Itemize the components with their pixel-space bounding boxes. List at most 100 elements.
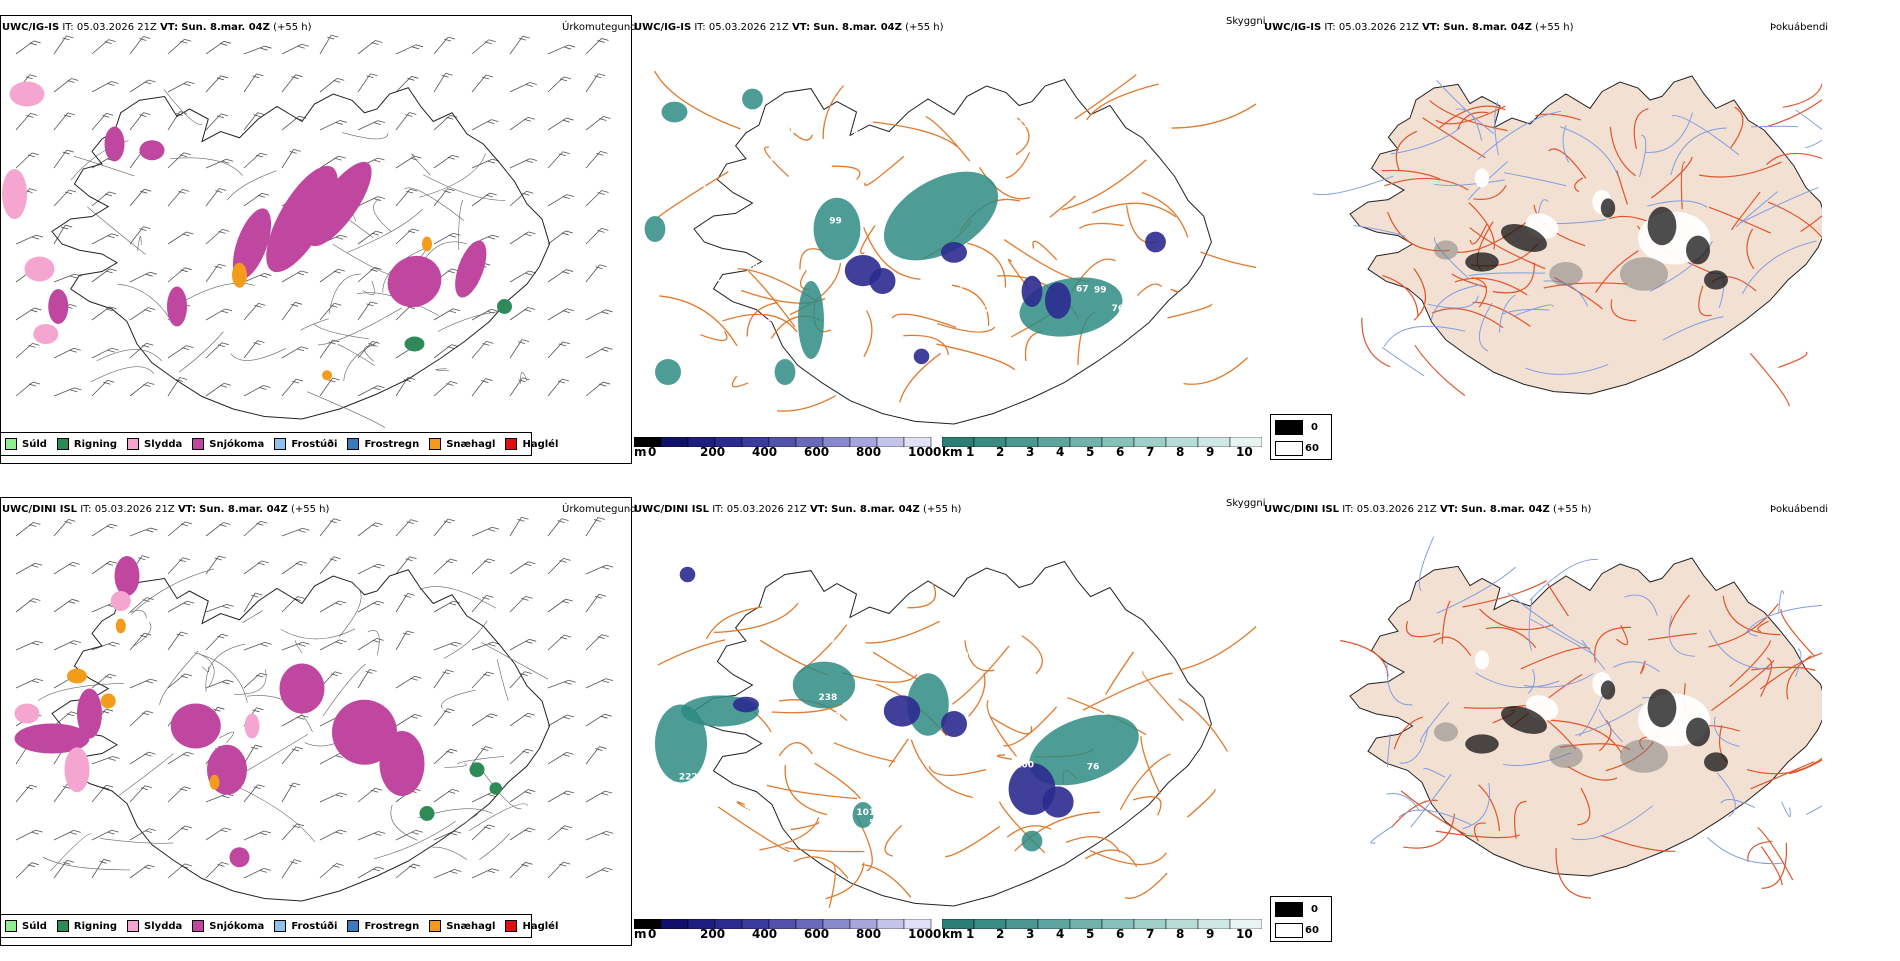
- road-line: [722, 313, 798, 333]
- road-line: [967, 242, 1007, 288]
- road-line: [1462, 782, 1490, 830]
- fog-map[interactable]: [1302, 516, 1822, 916]
- weather-area: [77, 688, 102, 739]
- precip-type-legend: Súld Rigning Slydda Snjókoma Frostúði Frostre…: [0, 432, 558, 456]
- visibility-value-label: 76: [1112, 304, 1125, 314]
- weather-area: [209, 774, 220, 790]
- scale-tick: 3: [1026, 445, 1035, 459]
- iceland-outline: [693, 78, 1212, 425]
- visibility-value-label: 99: [829, 216, 842, 226]
- road-line: [1478, 784, 1501, 832]
- fog-map[interactable]: [1302, 34, 1822, 434]
- road-line: [1639, 134, 1647, 177]
- visibility-m-colorbar: [634, 919, 932, 929]
- scale-tick: 7: [1146, 927, 1155, 941]
- road-line: [1454, 277, 1528, 296]
- panel-name: Þokuábendi: [1770, 22, 1829, 33]
- road-line: [1559, 126, 1619, 177]
- road-line: [1003, 238, 1090, 282]
- weather-area: [742, 88, 763, 110]
- visibility-value-label: 222: [679, 772, 698, 782]
- weather-area: [813, 197, 861, 261]
- road-line: [1414, 344, 1466, 397]
- road-line: [1119, 753, 1171, 811]
- legend-swatch: [505, 438, 518, 450]
- visibility-value-label: 75: [988, 604, 1001, 614]
- road-line: [1430, 284, 1482, 321]
- road-line: [731, 375, 749, 388]
- road-line: [1668, 615, 1696, 657]
- precip-legend-item: Frostregn: [347, 920, 419, 932]
- valid-time-value: Sun. 8.mar. 04Z: [199, 504, 288, 515]
- init-time-value: 05.03.2026 21Z: [1338, 22, 1419, 33]
- road-line: [317, 307, 402, 346]
- iceland-outline: [1349, 75, 1822, 395]
- legend-swatch: [192, 920, 205, 932]
- road-line: [202, 666, 210, 673]
- road-line: [425, 241, 467, 259]
- valid-time-value: Sun. 8.mar. 04Z: [1461, 504, 1550, 515]
- valid-time-value: Sun. 8.mar. 04Z: [831, 504, 920, 515]
- road-line: [300, 318, 329, 331]
- weather-area: [1465, 252, 1499, 272]
- visibility-map[interactable]: 385 284 641 227 62 67 94 43 66 69 39 90 43 43 38 57 79 76…: [632, 34, 1256, 434]
- visibility-value-label: 641: [702, 274, 721, 284]
- scale-tick: 600: [804, 445, 830, 459]
- fog-panel: UWC/DINI ISL IT: 05.03.2026 21Z VT: Sun.…: [1262, 482, 1900, 950]
- road-line: [1436, 79, 1495, 135]
- road-line: [1746, 757, 1822, 775]
- road-line: [1757, 620, 1769, 633]
- road-line: [1748, 629, 1758, 637]
- road-line: [1749, 352, 1790, 407]
- weather-area: [279, 663, 325, 714]
- road-line: [1084, 849, 1138, 868]
- scale-tick: 8: [1176, 445, 1185, 459]
- lead-time: (+55 h): [1535, 22, 1574, 33]
- legend-label: Rigning: [73, 920, 118, 932]
- road-line: [996, 754, 1013, 760]
- road-line: [1567, 765, 1618, 781]
- road-line: [1795, 648, 1802, 678]
- scale-tick: 2: [996, 445, 1005, 459]
- road-line: [978, 167, 1031, 200]
- road-line: [907, 582, 937, 609]
- precip-legend-item: Haglél: [505, 438, 558, 450]
- weather-area: [1029, 714, 1139, 786]
- road-line: [50, 833, 92, 872]
- road-line: [1390, 126, 1461, 155]
- precip-legend-item: Frostúði: [274, 438, 337, 450]
- road-line: [482, 770, 522, 809]
- road-line: [1142, 670, 1184, 721]
- road-line: [1410, 773, 1452, 828]
- road-line: [1398, 809, 1473, 826]
- weather-area: [2, 169, 27, 219]
- visibility-m-colorbar: [634, 437, 932, 447]
- road-line: [1141, 191, 1189, 238]
- scale-tick: 8: [1176, 927, 1185, 941]
- weather-area: [110, 591, 131, 611]
- road-line: [1420, 701, 1450, 743]
- scale-tick: 7: [1146, 445, 1155, 459]
- visibility-panel: UWC/IG-IS IT: 05.03.2026 21Z VT: Sun. 8.…: [632, 0, 1266, 468]
- road-line: [1439, 105, 1506, 129]
- road-line: [1543, 280, 1589, 307]
- precip-map[interactable]: [2, 32, 632, 479]
- road-line: [1434, 179, 1505, 186]
- road-line: [1032, 240, 1058, 261]
- road-line: [280, 628, 356, 640]
- road-line: [1750, 125, 1799, 128]
- visibility-value-label: 81: [983, 571, 996, 581]
- road-line: [1680, 161, 1686, 210]
- road-line: [234, 669, 267, 695]
- legend-swatch: [127, 920, 140, 932]
- precip-map[interactable]: [2, 514, 632, 961]
- legend-label: Snjókoma: [209, 920, 265, 932]
- visibility-value-label: 99: [1094, 285, 1107, 295]
- road-line: [1384, 177, 1469, 191]
- road-line: [1788, 759, 1822, 775]
- road-line: [759, 817, 820, 851]
- visibility-value-label: 371: [771, 758, 790, 768]
- scale-tick: 4: [1056, 927, 1065, 941]
- weather-area: [1704, 752, 1728, 772]
- visibility-map[interactable]: 371 565 222 75 101 66 267 222 101 49 238 200 78 76 461…: [632, 516, 1256, 916]
